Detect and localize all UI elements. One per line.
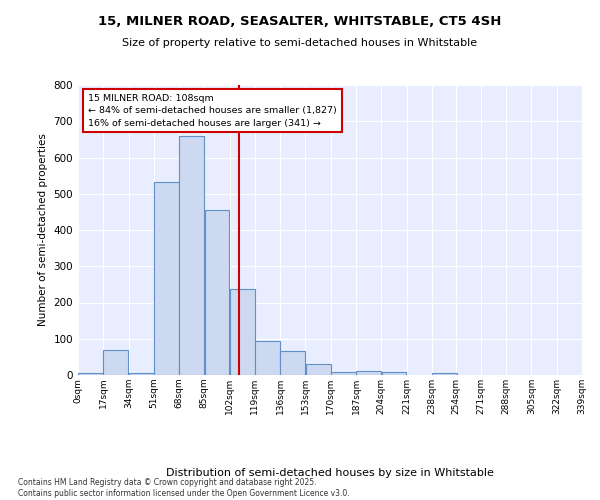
- Bar: [154, 182, 179, 375]
- Text: Contains HM Land Registry data © Crown copyright and database right 2025.
Contai: Contains HM Land Registry data © Crown c…: [18, 478, 350, 498]
- Bar: [382, 372, 406, 375]
- Bar: [255, 342, 280, 375]
- Bar: [230, 288, 254, 375]
- Bar: [280, 350, 305, 375]
- Bar: [432, 373, 457, 375]
- Text: Size of property relative to semi-detached houses in Whitstable: Size of property relative to semi-detach…: [122, 38, 478, 48]
- Bar: [331, 372, 356, 375]
- Text: Distribution of semi-detached houses by size in Whitstable: Distribution of semi-detached houses by …: [166, 468, 494, 477]
- Text: 15, MILNER ROAD, SEASALTER, WHITSTABLE, CT5 4SH: 15, MILNER ROAD, SEASALTER, WHITSTABLE, …: [98, 15, 502, 28]
- Bar: [78, 373, 103, 375]
- Y-axis label: Number of semi-detached properties: Number of semi-detached properties: [38, 134, 48, 326]
- Bar: [129, 373, 154, 375]
- Bar: [103, 350, 128, 375]
- Bar: [179, 136, 204, 375]
- Bar: [356, 372, 381, 375]
- Bar: [305, 364, 331, 375]
- Bar: [205, 210, 229, 375]
- Text: 15 MILNER ROAD: 108sqm
← 84% of semi-detached houses are smaller (1,827)
16% of : 15 MILNER ROAD: 108sqm ← 84% of semi-det…: [88, 94, 337, 128]
